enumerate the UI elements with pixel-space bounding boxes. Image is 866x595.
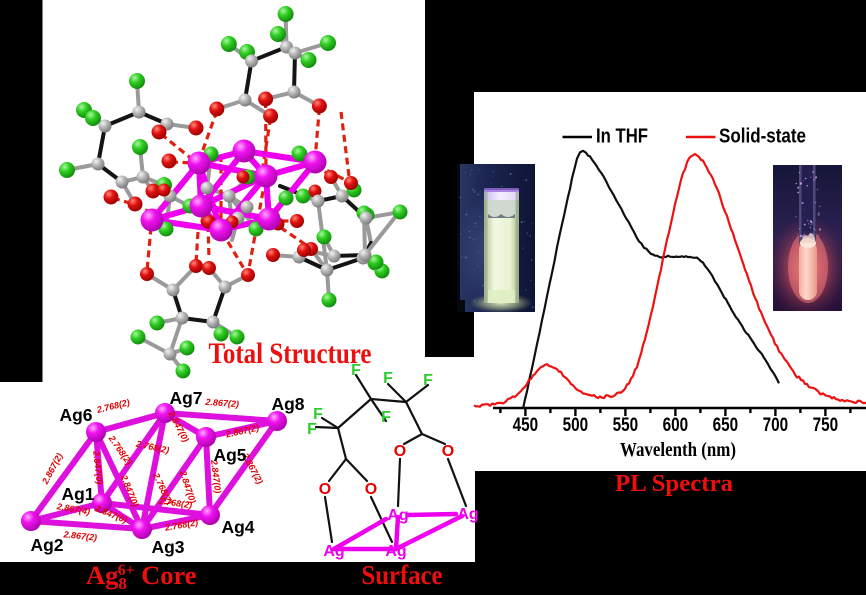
svg-text:F: F: [381, 409, 391, 426]
svg-text:O: O: [394, 443, 406, 460]
svg-text:F: F: [307, 421, 317, 438]
svg-text:600: 600: [663, 415, 689, 436]
svg-text:2.847(0): 2.847(0): [91, 449, 105, 484]
svg-text:Ag5: Ag5: [213, 445, 246, 465]
svg-text:650: 650: [713, 415, 739, 436]
svg-text:Ag1: Ag1: [61, 484, 94, 504]
svg-text:Ag2: Ag2: [30, 535, 63, 555]
svg-text:700: 700: [763, 415, 789, 436]
svg-text:2.768(2): 2.768(2): [157, 496, 193, 511]
svg-text:500: 500: [563, 415, 589, 436]
svg-text:Ag: Ag: [323, 543, 344, 560]
svg-text:Surface: Surface: [362, 560, 443, 590]
svg-text:Ag8: Ag8: [271, 394, 304, 414]
svg-text:450: 450: [513, 415, 539, 436]
svg-text:2.867(2): 2.867(2): [204, 397, 239, 409]
svg-text:Ag86+ Core: Ag86+ Core: [86, 560, 197, 593]
svg-text:Ag6: Ag6: [59, 405, 92, 425]
svg-text:F: F: [351, 362, 361, 379]
svg-text:2.847(0): 2.847(0): [209, 458, 223, 493]
svg-text:Total Structure: Total Structure: [209, 337, 372, 370]
svg-text:Solid-state: Solid-state: [719, 126, 806, 148]
svg-text:Wavelenth (nm): Wavelenth (nm): [620, 439, 736, 461]
svg-text:Ag: Ag: [457, 506, 478, 523]
svg-text:F: F: [313, 406, 323, 423]
svg-text:Ag: Ag: [387, 507, 408, 524]
svg-text:Ag: Ag: [385, 543, 406, 560]
svg-text:In THF: In THF: [596, 126, 648, 148]
svg-text:Ag4: Ag4: [221, 517, 254, 537]
svg-text:O: O: [319, 481, 331, 498]
svg-text:O: O: [442, 443, 454, 460]
svg-text:Ag7: Ag7: [169, 388, 202, 408]
svg-text:F: F: [383, 370, 393, 387]
svg-text:2.867(2): 2.867(2): [62, 529, 97, 543]
svg-text:550: 550: [613, 415, 639, 436]
svg-text:750: 750: [813, 415, 839, 436]
svg-text:PL Spectra: PL Spectra: [615, 470, 733, 497]
svg-text:Ag3: Ag3: [151, 537, 184, 557]
svg-text:O: O: [365, 481, 377, 498]
svg-text:F: F: [423, 372, 433, 389]
